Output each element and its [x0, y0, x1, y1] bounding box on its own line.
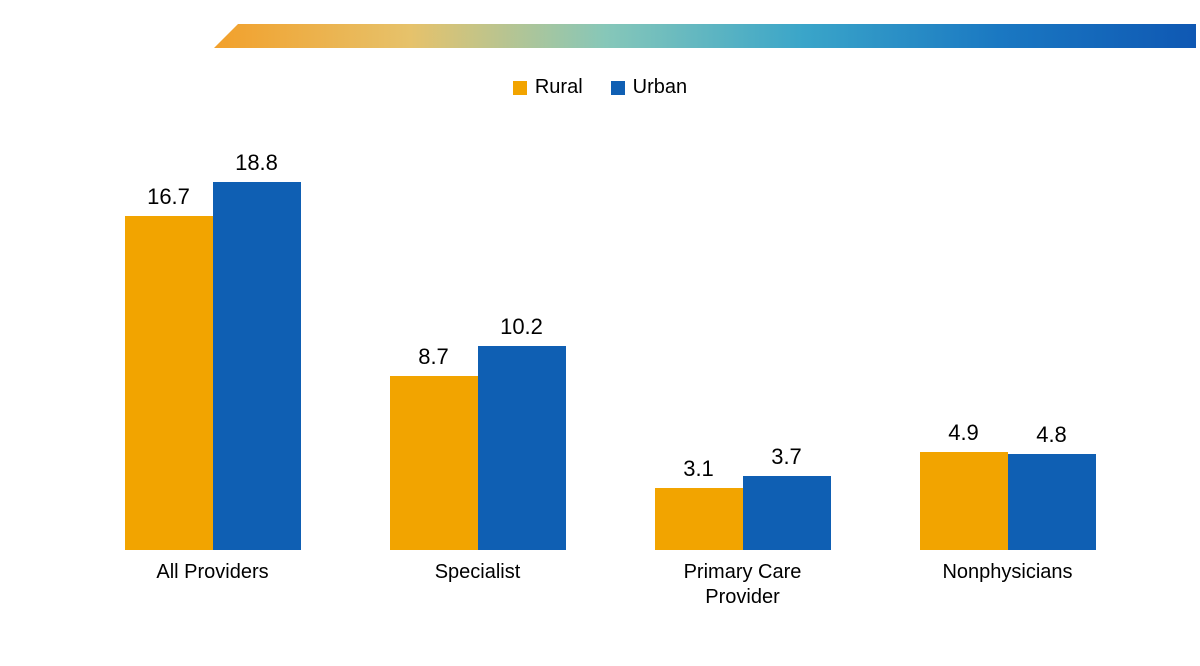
bar-rural: 3.1 — [655, 150, 743, 550]
bar-value-label: 4.9 — [948, 420, 979, 446]
bar — [213, 182, 301, 550]
header-gradient-banner — [214, 24, 1196, 48]
bar — [125, 216, 213, 550]
bar-value-label: 8.7 — [418, 344, 449, 370]
bar-chart: 16.7 18.8 8.7 10.2 3.1 3.7 4.9 4.8 — [80, 150, 1140, 550]
bar-value-label: 4.8 — [1036, 422, 1067, 448]
bar-value-label: 3.7 — [771, 444, 802, 470]
bar — [1008, 454, 1096, 550]
bar — [743, 476, 831, 550]
bar-group: 3.1 3.7 — [610, 150, 875, 550]
bar-group: 4.9 4.8 — [875, 150, 1140, 550]
bar-value-label: 18.8 — [235, 150, 278, 176]
bar — [655, 488, 743, 550]
bar-urban: 4.8 — [1008, 150, 1096, 550]
bar-urban: 18.8 — [213, 150, 301, 550]
legend-label-urban: Urban — [633, 76, 687, 99]
bar-group: 8.7 10.2 — [345, 150, 610, 550]
legend-swatch-rural — [513, 81, 527, 95]
legend-item-rural: Rural — [513, 76, 583, 99]
x-axis-label: Nonphysicians — [875, 560, 1140, 610]
bar — [390, 376, 478, 550]
legend-swatch-urban — [611, 81, 625, 95]
x-axis-label: All Providers — [80, 560, 345, 610]
bar-value-label: 10.2 — [500, 314, 543, 340]
legend: Rural Urban — [0, 76, 1200, 99]
bar-rural: 8.7 — [390, 150, 478, 550]
bar-value-label: 16.7 — [147, 184, 190, 210]
x-axis-label: Specialist — [345, 560, 610, 610]
bar-urban: 10.2 — [478, 150, 566, 550]
legend-label-rural: Rural — [535, 76, 583, 99]
bar-rural: 4.9 — [920, 150, 1008, 550]
bar-rural: 16.7 — [125, 150, 213, 550]
x-axis-label: Primary CareProvider — [610, 560, 875, 610]
bar-group: 16.7 18.8 — [80, 150, 345, 550]
bar — [920, 452, 1008, 550]
x-axis-labels: All ProvidersSpecialistPrimary CareProvi… — [80, 560, 1140, 610]
legend-item-urban: Urban — [611, 76, 687, 99]
bar — [478, 346, 566, 550]
bar-value-label: 3.1 — [683, 456, 714, 482]
bar-urban: 3.7 — [743, 150, 831, 550]
